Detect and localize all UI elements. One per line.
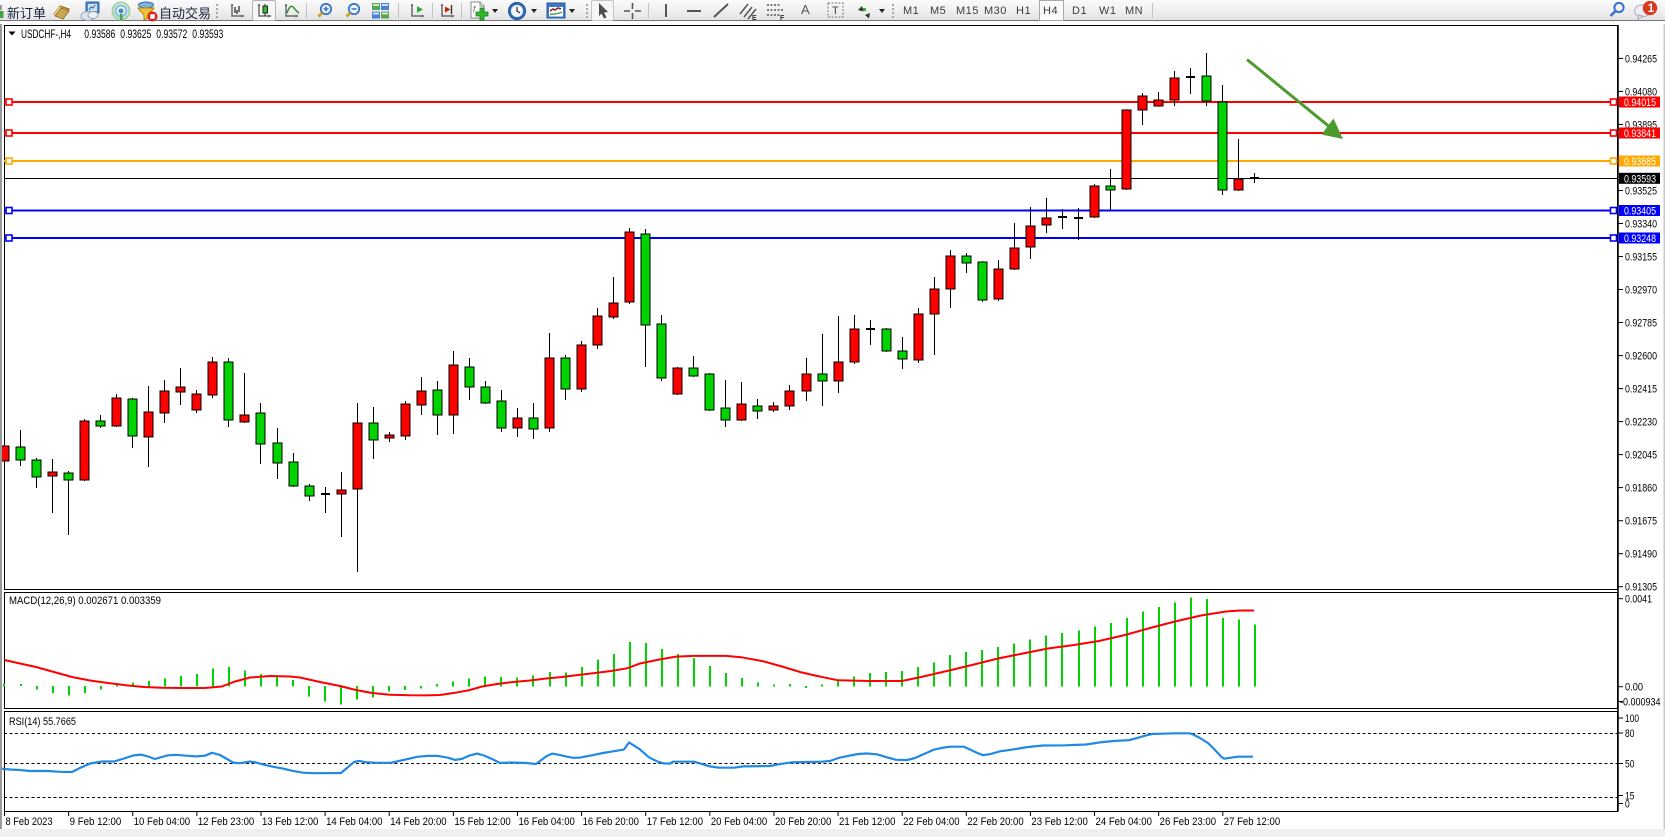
svg-text:0.92600: 0.92600 (1625, 351, 1657, 363)
svg-text:26 Feb 23:00: 26 Feb 23:00 (1160, 816, 1216, 828)
svg-text:8 Feb 2023: 8 Feb 2023 (6, 816, 53, 828)
svg-text:0.93841: 0.93841 (1624, 128, 1656, 140)
svg-text:0.93155: 0.93155 (1625, 252, 1657, 264)
svg-text:10 Feb 04:00: 10 Feb 04:00 (134, 816, 190, 828)
svg-text:0.0041: 0.0041 (1625, 594, 1652, 606)
svg-text:15 Feb 12:00: 15 Feb 12:00 (454, 816, 510, 828)
svg-text:0.93586: 0.93586 (84, 27, 115, 41)
svg-text:0.92415: 0.92415 (1625, 384, 1657, 396)
svg-text:24 Feb 04:00: 24 Feb 04:00 (1096, 816, 1152, 828)
svg-text:15: 15 (1625, 791, 1634, 803)
svg-text:23 Feb 12:00: 23 Feb 12:00 (1031, 816, 1087, 828)
svg-text:USDCHF-,H4: USDCHF-,H4 (21, 27, 71, 41)
svg-text:0.94015: 0.94015 (1624, 97, 1656, 109)
svg-text:50: 50 (1625, 759, 1634, 771)
svg-text:14 Feb 04:00: 14 Feb 04:00 (326, 816, 382, 828)
svg-text:0.00: 0.00 (1625, 682, 1643, 694)
svg-text:1: 1 (1648, 3, 1655, 15)
svg-text:9 Feb 12:00: 9 Feb 12:00 (70, 816, 122, 828)
svg-text:-0.000934: -0.000934 (1620, 697, 1661, 709)
svg-text:0.92970: 0.92970 (1625, 285, 1657, 297)
svg-text:0.93248: 0.93248 (1624, 233, 1656, 245)
svg-text:21 Feb 12:00: 21 Feb 12:00 (839, 816, 895, 828)
svg-text:0.91860: 0.91860 (1625, 483, 1657, 495)
svg-text:0.93572: 0.93572 (156, 27, 187, 41)
svg-text:0.93593: 0.93593 (192, 27, 223, 41)
svg-text:0.93685: 0.93685 (1624, 156, 1656, 168)
svg-text:17 Feb 12:00: 17 Feb 12:00 (647, 816, 703, 828)
svg-text:0.94080: 0.94080 (1625, 86, 1657, 98)
svg-text:22 Feb 04:00: 22 Feb 04:00 (903, 816, 959, 828)
svg-text:0.93340: 0.93340 (1625, 219, 1657, 231)
svg-text:12 Feb 23:00: 12 Feb 23:00 (198, 816, 254, 828)
svg-text:0.92785: 0.92785 (1625, 318, 1657, 330)
svg-text:100: 100 (1625, 713, 1639, 725)
svg-text:0.92230: 0.92230 (1625, 417, 1657, 429)
svg-text:E: E (752, 15, 757, 21)
svg-text:22 Feb 20:00: 22 Feb 20:00 (967, 816, 1023, 828)
svg-text:0.93525: 0.93525 (1625, 186, 1657, 198)
svg-text:14 Feb 20:00: 14 Feb 20:00 (390, 816, 446, 828)
svg-text:20 Feb 04:00: 20 Feb 04:00 (711, 816, 767, 828)
svg-text:0: 0 (1625, 799, 1630, 811)
svg-text:0.91675: 0.91675 (1625, 516, 1657, 528)
svg-text:f: f (473, 5, 476, 14)
svg-text:20 Feb 20:00: 20 Feb 20:00 (775, 816, 831, 828)
svg-text:0.92045: 0.92045 (1625, 450, 1657, 462)
svg-text:80: 80 (1625, 728, 1634, 740)
svg-text:0.93625: 0.93625 (120, 27, 151, 41)
svg-text:0.91490: 0.91490 (1625, 549, 1657, 561)
svg-text:27 Feb 12:00: 27 Feb 12:00 (1224, 816, 1280, 828)
svg-text:MACD(12,26,9) 0.002671 0.00335: MACD(12,26,9) 0.002671 0.003359 (9, 595, 161, 607)
svg-text:0.91305: 0.91305 (1625, 582, 1657, 594)
svg-text:RSI(14) 55.7665: RSI(14) 55.7665 (9, 716, 76, 728)
svg-text:0.93405: 0.93405 (1624, 206, 1656, 218)
svg-text:T: T (832, 5, 839, 17)
svg-text:13 Feb 12:00: 13 Feb 12:00 (262, 816, 318, 828)
svg-text:16 Feb 20:00: 16 Feb 20:00 (583, 816, 639, 828)
svg-text:0.94265: 0.94265 (1625, 53, 1657, 65)
svg-text:F: F (780, 15, 785, 21)
svg-text:16 Feb 04:00: 16 Feb 04:00 (518, 816, 574, 828)
svg-text:0.93593: 0.93593 (1624, 173, 1656, 185)
